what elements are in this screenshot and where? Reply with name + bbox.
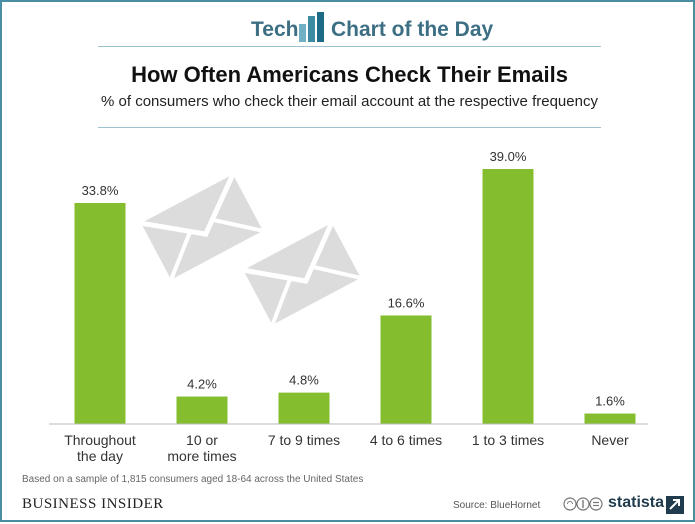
value-label-5: 1.6% <box>595 394 625 409</box>
category-label-0-line-1: the day <box>77 448 123 464</box>
chart-header: Tech Chart of the Day <box>2 12 695 46</box>
bar-2 <box>278 392 330 424</box>
statista-logo: statista <box>608 494 665 511</box>
value-label-1: 4.2% <box>187 377 217 392</box>
category-label-0-line-0: Throughout <box>64 432 136 448</box>
header-divider <box>98 46 601 47</box>
source-text: Source: BlueHornet <box>453 500 541 511</box>
category-label-5-line-0: Never <box>591 432 629 448</box>
bar-chart-logo-icon <box>299 12 324 42</box>
statista-arrow-icon <box>666 496 684 514</box>
business-insider-logo: BUSINESS INSIDER <box>22 496 164 512</box>
footnote: Based on a sample of 1,815 consumers age… <box>22 474 364 485</box>
bar-4 <box>482 169 534 424</box>
envelope-decoration-icon <box>140 173 362 326</box>
header-tech: Tech <box>251 18 299 41</box>
value-label-3: 16.6% <box>388 295 425 310</box>
bar-3 <box>380 315 432 424</box>
chart-subtitle: % of consumers who check their email acc… <box>101 93 598 110</box>
category-label-3-line-0: 4 to 6 times <box>370 432 442 448</box>
category-label-2-line-0: 7 to 9 times <box>268 432 340 448</box>
chart-title: How Often Americans Check Their Emails <box>131 62 568 87</box>
category-label-1-line-1: more times <box>167 448 236 464</box>
category-label-4-line-0: 1 to 3 times <box>472 432 544 448</box>
category-label-1-line-0: 10 or <box>186 432 218 448</box>
bar-0 <box>74 203 126 424</box>
header-chart-of-the-day: Chart of the Day <box>331 18 494 41</box>
value-label-4: 39.0% <box>490 149 527 164</box>
bar-1 <box>176 396 228 424</box>
creative-commons-icons <box>563 497 603 511</box>
value-label-2: 4.8% <box>289 373 319 388</box>
bar-5 <box>584 413 636 424</box>
title-divider <box>98 127 601 128</box>
value-label-0: 33.8% <box>82 183 119 198</box>
